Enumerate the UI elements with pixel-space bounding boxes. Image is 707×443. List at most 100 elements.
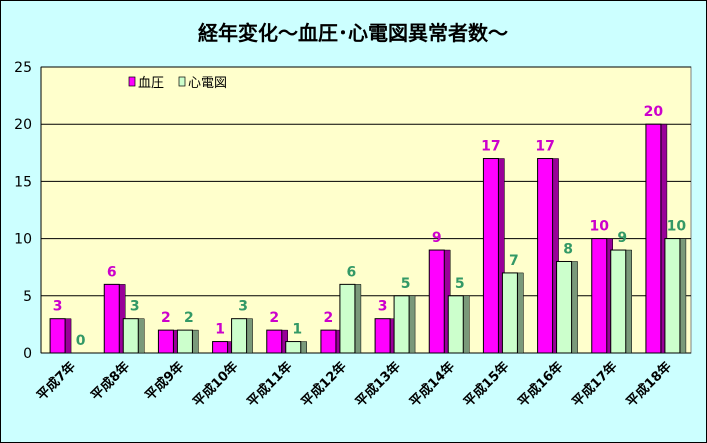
data-label: 5 (401, 276, 411, 292)
data-label: 6 (347, 264, 357, 280)
data-label: 0 (76, 333, 86, 349)
bar-blood-pressure (266, 329, 288, 354)
y-tick-label: 0 (23, 346, 32, 362)
bar-side (64, 318, 72, 354)
legend: 血圧 心電図 (128, 76, 227, 91)
bar-face (556, 260, 573, 354)
bar-side (300, 341, 307, 354)
category-label: 平成11年 (244, 359, 296, 411)
category-label: 平成15年 (461, 359, 513, 411)
legend-label: 心電図 (188, 76, 227, 91)
y-tick-label: 5 (23, 289, 32, 305)
bar-blood-pressure (49, 318, 72, 354)
legend-item: 血圧 (128, 76, 164, 91)
data-label: 1 (292, 322, 302, 338)
data-label: 10 (590, 219, 610, 235)
data-label: 17 (481, 139, 500, 155)
bar-side (246, 318, 253, 354)
bar-face (157, 329, 174, 354)
bar-face (482, 158, 499, 354)
bar-face (103, 283, 120, 354)
bar-blood-pressure (320, 329, 343, 354)
bar-face (320, 329, 337, 354)
bar-face (610, 249, 627, 354)
bar-ecg (231, 318, 253, 354)
bar-face (122, 318, 139, 354)
category-label: 平成16年 (515, 359, 567, 411)
legend-label: 血圧 (138, 76, 164, 91)
data-label: 3 (378, 299, 388, 315)
data-label: 2 (324, 310, 334, 326)
y-axis-labels: 0 5 10 15 20 25 (14, 60, 32, 362)
data-label: 5 (455, 276, 465, 292)
bar-ecg (501, 272, 524, 354)
bar-face (231, 318, 248, 354)
data-label: 3 (238, 299, 248, 315)
bar-ecg (393, 295, 416, 354)
y-tick-label: 20 (14, 117, 32, 133)
category-label: 平成9年 (142, 359, 187, 404)
bar-ecg (447, 295, 470, 354)
bar-blood-pressure (591, 238, 613, 354)
bar-side (517, 272, 524, 354)
bar-face (339, 283, 356, 354)
bar-blood-pressure (157, 329, 180, 354)
bar-ecg (339, 283, 362, 354)
y-tick-label: 10 (14, 232, 32, 248)
bar-face (176, 329, 193, 354)
plot-area (40, 66, 692, 354)
bar-side (408, 295, 416, 354)
category-label: 平成8年 (88, 359, 133, 404)
category-label: 平成17年 (569, 359, 621, 411)
bar-ecg (610, 249, 632, 354)
bar-ecg (285, 341, 307, 354)
bar-ecg (556, 260, 578, 354)
data-label: 7 (509, 253, 519, 269)
bar-blood-pressure (103, 283, 126, 354)
category-labels: 平成7年 平成8年 平成9年 平成10年 平成11年 平成12年 平成13年 平成14年 平成1… (34, 359, 675, 411)
bars (49, 123, 687, 354)
bar-face (49, 318, 66, 354)
bar-blood-pressure (645, 123, 668, 354)
bar-face (428, 249, 445, 354)
category-label: 平成14年 (406, 359, 458, 411)
category-label: 平成18年 (623, 359, 675, 411)
bar-face (266, 329, 283, 354)
bar-side (463, 295, 470, 354)
bar-ecg (176, 329, 199, 354)
bar-side (679, 238, 687, 354)
bar-face (501, 272, 518, 354)
bar-ecg (122, 318, 145, 354)
legend-item: 心電図 (178, 76, 227, 91)
data-label: 9 (432, 230, 442, 246)
y-tick-label: 25 (14, 60, 32, 76)
chart-title: 経年変化～血圧･心電図異常者数～ (198, 21, 508, 45)
bar-ecg (664, 238, 687, 354)
y-tick-label: 15 (14, 174, 32, 190)
category-label: 平成13年 (352, 359, 404, 411)
bar-face (447, 295, 464, 354)
data-label: 17 (535, 139, 554, 155)
data-label: 1 (215, 322, 225, 338)
bar-face (591, 238, 608, 354)
data-label: 3 (130, 299, 140, 315)
bar-blood-pressure (212, 341, 234, 354)
bar-face (374, 318, 391, 354)
bar-blood-pressure (428, 249, 451, 354)
data-label: 6 (107, 264, 117, 280)
bar-side (138, 318, 145, 354)
bar-face (664, 238, 681, 354)
bar-side (625, 249, 632, 354)
legend-swatch (178, 76, 186, 87)
data-label: 9 (617, 230, 627, 246)
bar-side (571, 261, 578, 354)
data-label: 10 (667, 219, 687, 235)
data-label: 8 (563, 241, 573, 257)
category-label: 平成7年 (34, 359, 79, 404)
data-label: 3 (53, 299, 63, 315)
bar-blood-pressure (482, 158, 505, 354)
bar-blood-pressure (537, 158, 559, 354)
